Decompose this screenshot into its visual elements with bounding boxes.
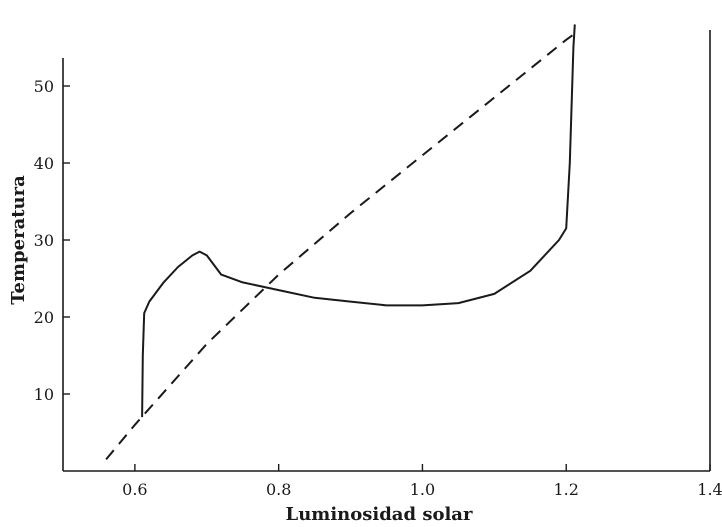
x-tick-label: 1.0 bbox=[410, 480, 435, 499]
chart-axes bbox=[62, 30, 711, 472]
solid-series-line bbox=[141, 24, 576, 418]
x-tick-label: 0.8 bbox=[266, 480, 291, 499]
y-tick-label: 30 bbox=[34, 231, 54, 250]
x-tick-label: 0.6 bbox=[122, 480, 147, 499]
series-layer bbox=[105, 24, 578, 461]
x-axis-title: Luminosidad solar bbox=[286, 504, 473, 525]
x-tick-label: 1.2 bbox=[553, 480, 578, 499]
y-tick-label: 20 bbox=[34, 308, 54, 327]
y-tick-label: 10 bbox=[34, 385, 54, 404]
y-axis-title: Temperatura bbox=[8, 175, 29, 305]
y-tick-label: 40 bbox=[34, 154, 54, 173]
dashed-series-line bbox=[105, 31, 578, 461]
y-ticks: 10 20 30 40 50 bbox=[34, 77, 70, 404]
x-tick-label: 1.4 bbox=[697, 480, 722, 499]
x-ticks: 0.6 0.8 1.0 1.2 1.4 bbox=[122, 464, 722, 499]
y-tick-label: 50 bbox=[34, 77, 54, 96]
